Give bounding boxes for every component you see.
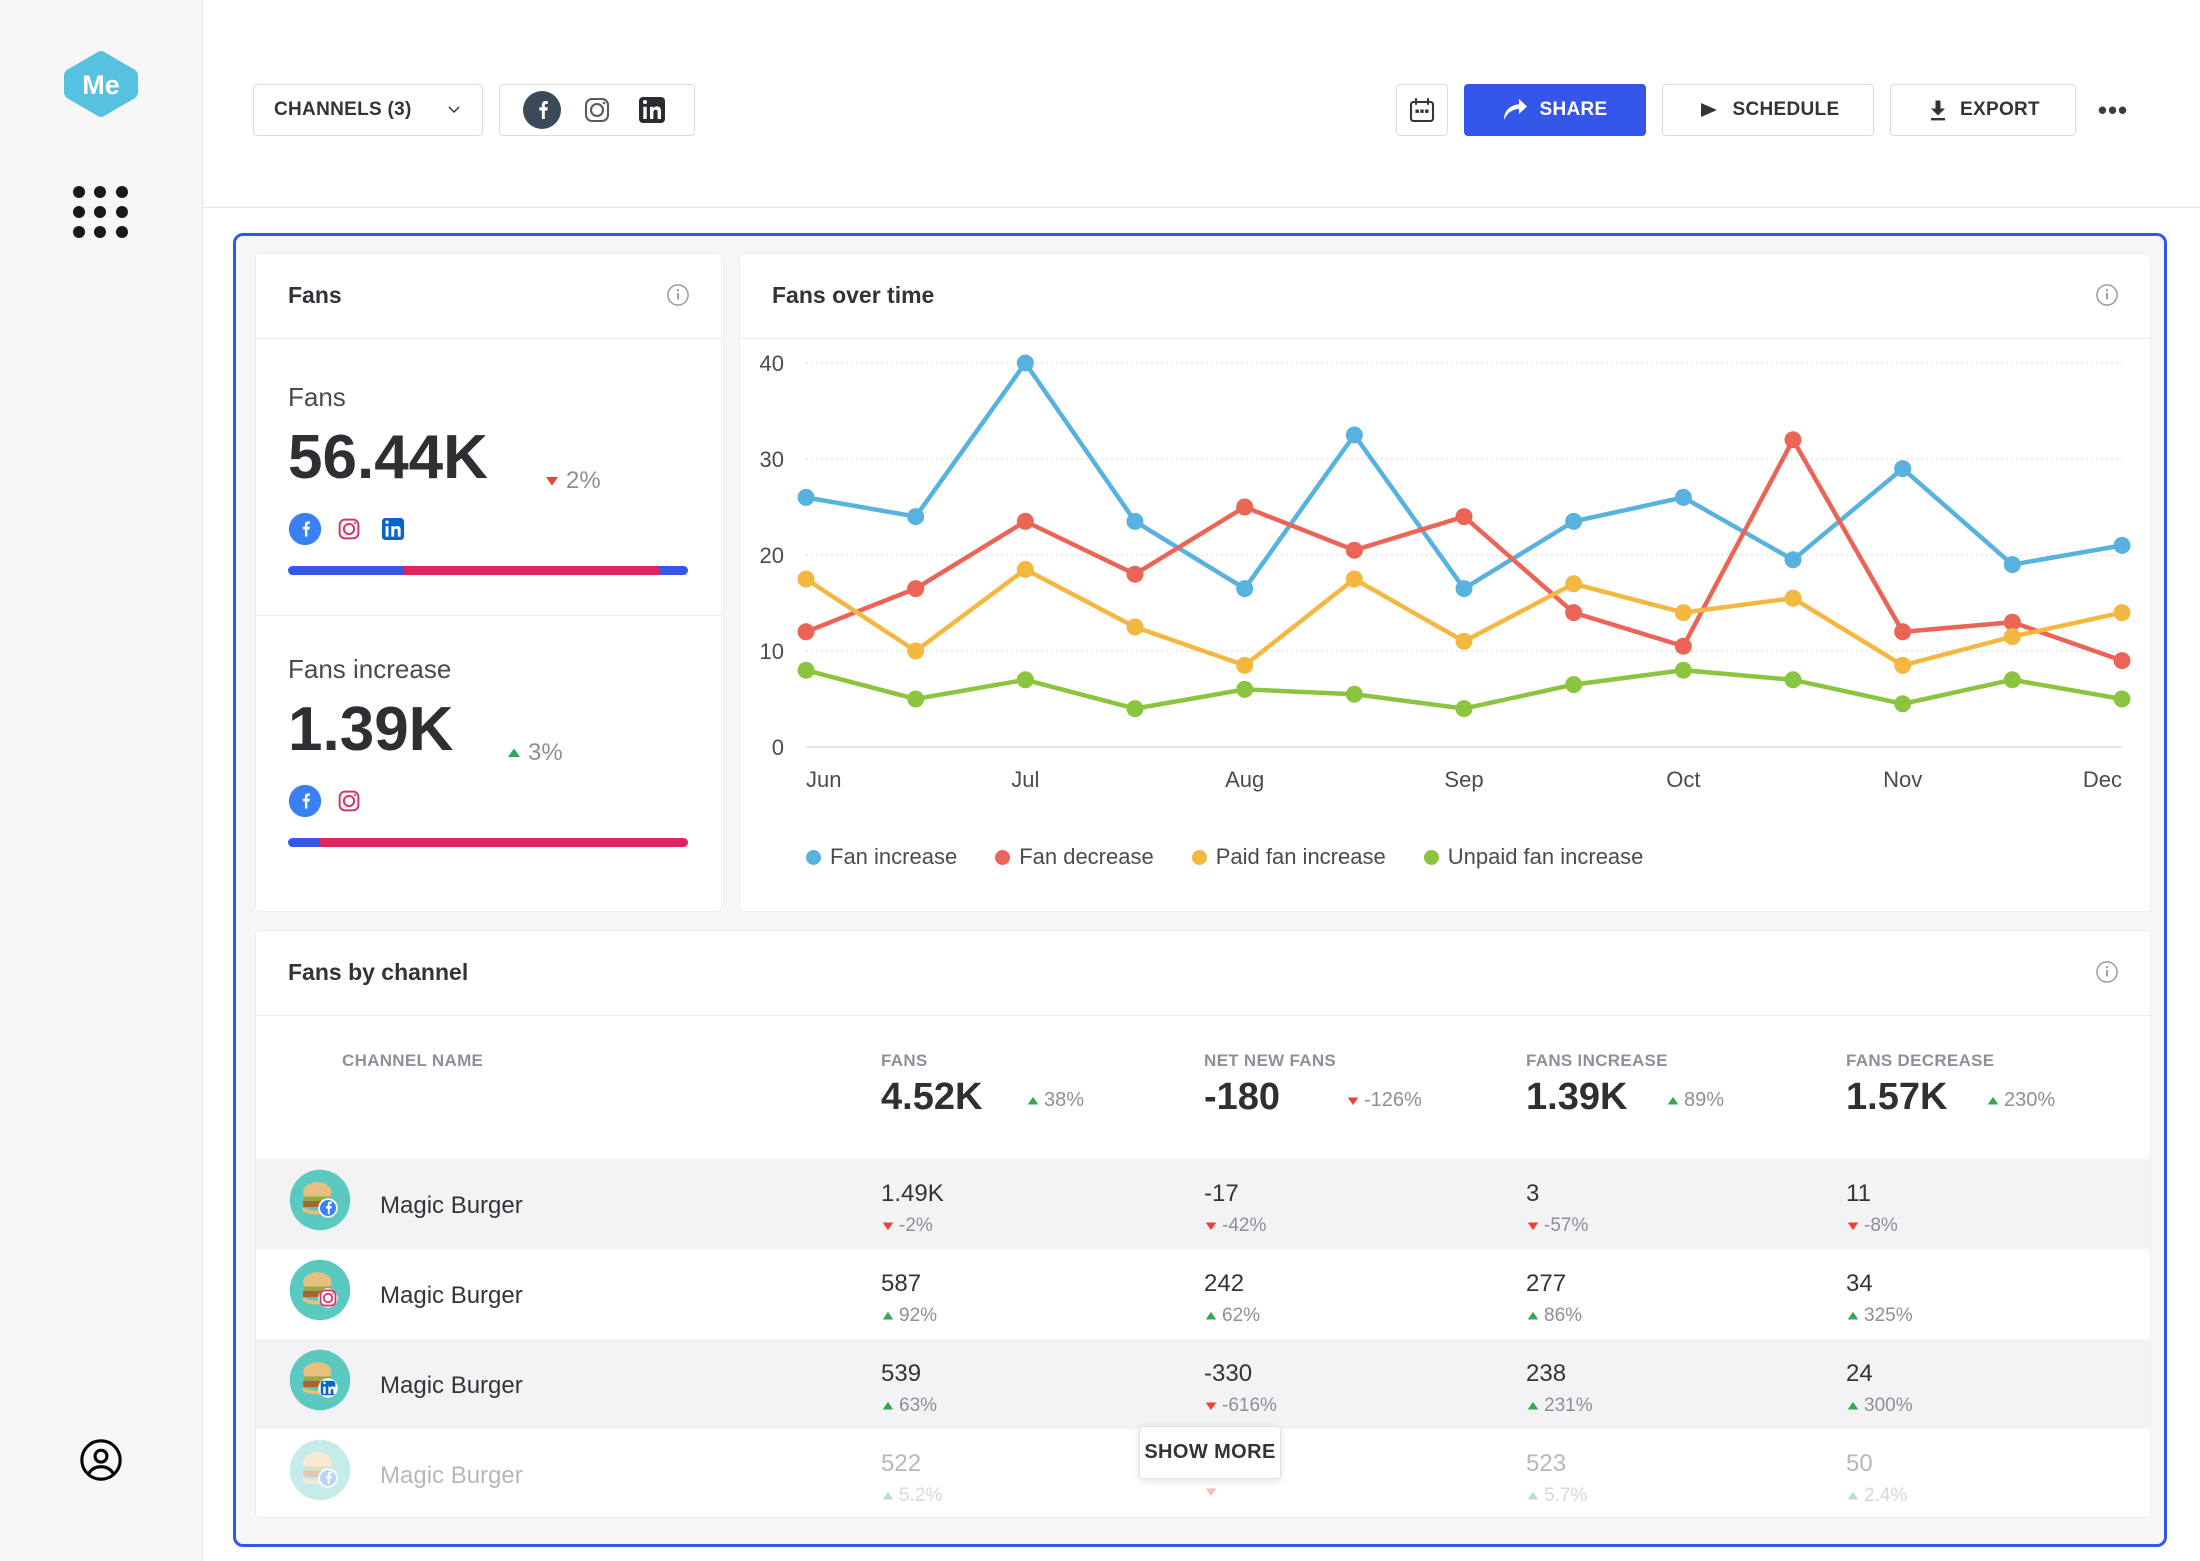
svg-text:Dec: Dec bbox=[2083, 767, 2122, 792]
svg-text:Nov: Nov bbox=[1883, 767, 1922, 792]
svg-text:Oct: Oct bbox=[1666, 767, 1700, 792]
svg-text:20: 20 bbox=[760, 543, 784, 568]
svg-text:10: 10 bbox=[760, 639, 784, 664]
svg-text:40: 40 bbox=[760, 351, 784, 376]
svg-text:30: 30 bbox=[760, 447, 784, 472]
svg-text:Sep: Sep bbox=[1444, 767, 1483, 792]
svg-text:0: 0 bbox=[772, 735, 784, 760]
svg-text:Jul: Jul bbox=[1011, 767, 1039, 792]
svg-text:Me: Me bbox=[82, 70, 120, 100]
svg-text:Jun: Jun bbox=[806, 767, 841, 792]
svg-text:Aug: Aug bbox=[1225, 767, 1264, 792]
